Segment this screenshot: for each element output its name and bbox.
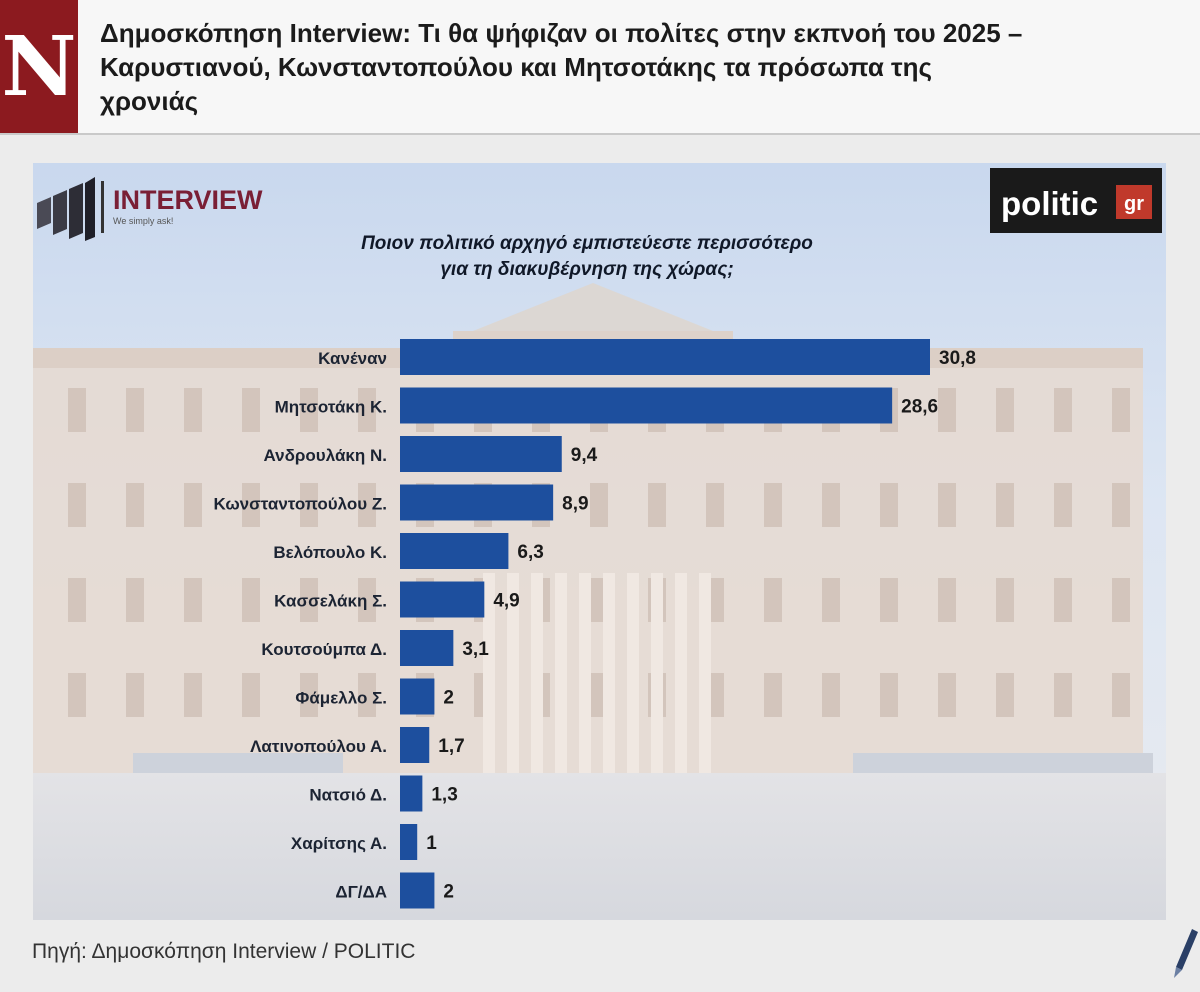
bars-group: Κανέναν 30,8 Μητσοτάκη Κ. 28,6 Ανδρουλάκη Ν.… bbox=[213, 339, 976, 909]
category-label: Κανέναν bbox=[318, 349, 387, 368]
bar bbox=[400, 581, 485, 618]
category-label: Κασσελάκη Σ. bbox=[274, 592, 387, 611]
poll-chart-image: INTERVIEW We simply ask! politic gr Ποιο… bbox=[33, 163, 1166, 920]
category-label: Κουτσούμπα Δ. bbox=[261, 640, 387, 659]
bar-value-label: 8,9 bbox=[562, 494, 588, 515]
bar bbox=[400, 484, 554, 521]
interview-logo-name: INTERVIEW bbox=[113, 185, 263, 215]
category-label: Νατσιό Δ. bbox=[309, 786, 387, 805]
bar-value-label: 1,7 bbox=[438, 736, 464, 757]
category-label: Ανδρουλάκη Ν. bbox=[264, 446, 388, 465]
category-label: Μητσοτάκη Κ. bbox=[275, 398, 387, 417]
bar-value-label: 28,6 bbox=[901, 397, 938, 418]
article-headline[interactable]: Δημοσκόπηση Interview: Τι θα ψήφιζαν οι … bbox=[100, 18, 1023, 116]
poll-bar-chart: INTERVIEW We simply ask! politic gr Ποιο… bbox=[33, 163, 1166, 920]
bar bbox=[400, 727, 430, 763]
bar-value-label: 1 bbox=[426, 833, 437, 854]
chart-title: Ποιον πολιτικό αρχηγό εμπιστεύεστε περισ… bbox=[361, 233, 813, 280]
category-label: Χαρίτσης Α. bbox=[291, 834, 387, 853]
interview-logo: INTERVIEW We simply ask! bbox=[37, 177, 263, 241]
politic-logo: politic gr bbox=[990, 168, 1162, 233]
bar-value-label: 4,9 bbox=[493, 591, 519, 612]
bar-value-label: 1,3 bbox=[431, 785, 457, 806]
site-logo[interactable]: N bbox=[0, 0, 78, 133]
bar bbox=[400, 678, 435, 715]
bar-value-label: 2 bbox=[443, 882, 454, 903]
bar-value-label: 3,1 bbox=[462, 639, 489, 660]
category-label: Βελόπουλο Κ. bbox=[273, 543, 387, 562]
article-header: N Δημοσκόπηση Interview: Τι θα ψήφιζαν ο… bbox=[0, 0, 1200, 135]
bar bbox=[400, 775, 423, 812]
bar bbox=[400, 533, 509, 569]
bar bbox=[400, 824, 418, 860]
bar-value-label: 30,8 bbox=[939, 348, 976, 369]
site-logo-letter: N bbox=[1, 18, 77, 115]
politic-logo-text: politic bbox=[1001, 185, 1098, 222]
bar bbox=[400, 387, 893, 424]
category-label: Κωνσταντοπούλου Ζ. bbox=[213, 495, 387, 514]
category-label: Λατινοπούλου Α. bbox=[250, 737, 387, 756]
bar-value-label: 2 bbox=[443, 688, 454, 709]
bar bbox=[400, 436, 562, 472]
category-label: Φάμελλο Σ. bbox=[295, 689, 387, 708]
bar-value-label: 6,3 bbox=[517, 542, 543, 563]
bar bbox=[400, 339, 930, 375]
category-label: ΔΓ/ΔΑ bbox=[335, 883, 387, 902]
bar bbox=[400, 872, 435, 909]
bar-value-label: 9,4 bbox=[571, 445, 598, 466]
bar bbox=[400, 630, 454, 666]
interview-logo-tagline: We simply ask! bbox=[113, 216, 173, 226]
edit-pencil-icon[interactable] bbox=[1168, 912, 1200, 992]
politic-logo-suffix: gr bbox=[1124, 193, 1144, 215]
chart-source-caption: Πηγή: Δημοσκόπηση Interview / POLITIC bbox=[32, 940, 416, 963]
